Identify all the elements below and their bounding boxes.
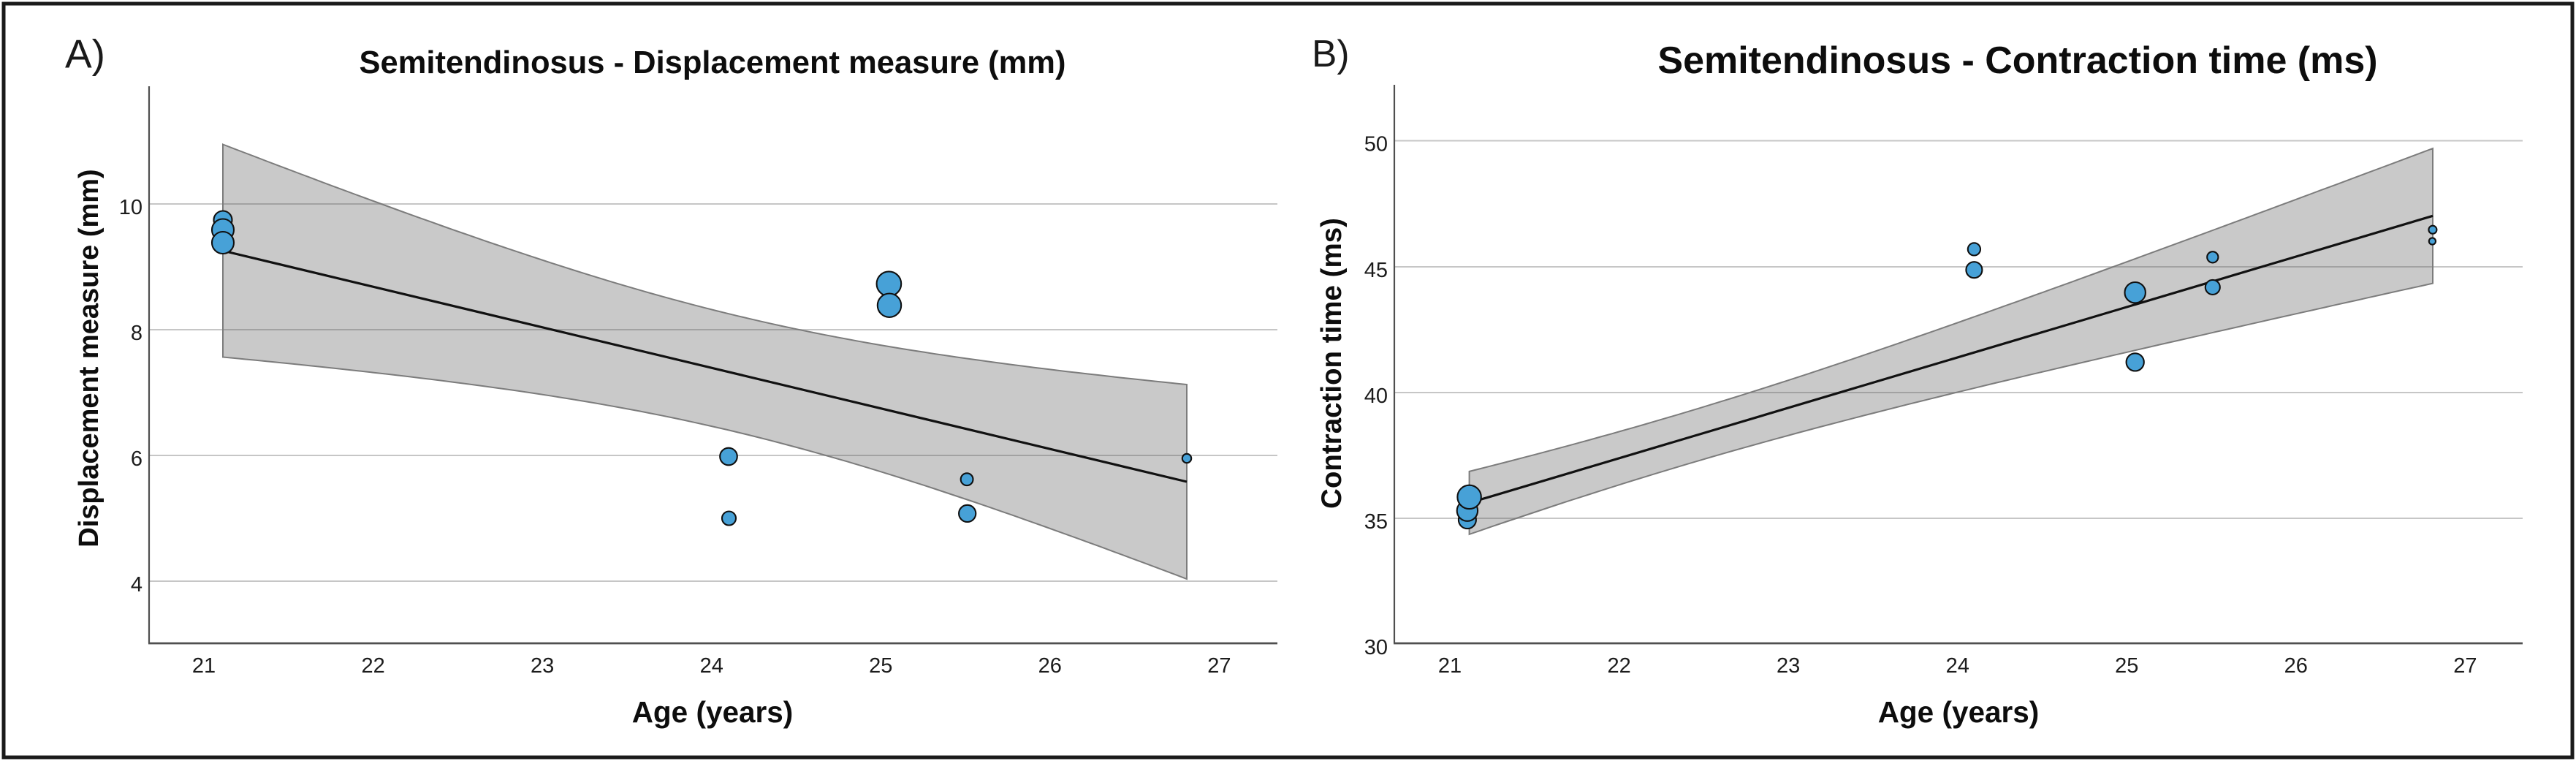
svg-text:40: 40 [1364, 385, 1388, 408]
svg-text:21: 21 [1438, 654, 1462, 678]
svg-text:24: 24 [1946, 654, 1969, 678]
svg-text:21: 21 [192, 654, 216, 678]
svg-text:10: 10 [119, 196, 143, 219]
svg-text:Contraction time (ms): Contraction time (ms) [1316, 218, 1348, 509]
svg-text:Age (years): Age (years) [632, 695, 794, 729]
svg-text:26: 26 [2284, 654, 2308, 678]
svg-text:25: 25 [869, 654, 892, 678]
svg-text:27: 27 [1207, 654, 1231, 678]
svg-text:8: 8 [131, 322, 143, 345]
svg-text:Displacement measure (mm): Displacement measure (mm) [74, 169, 105, 547]
svg-text:30: 30 [1364, 636, 1388, 659]
svg-text:27: 27 [2453, 654, 2477, 678]
svg-text:23: 23 [1777, 654, 1800, 678]
svg-text:6: 6 [131, 447, 143, 471]
svg-text:4: 4 [131, 573, 143, 597]
svg-text:Semitendinosus - Displacement: Semitendinosus - Displacement measure (m… [360, 45, 1066, 80]
svg-text:35: 35 [1364, 510, 1388, 534]
svg-text:24: 24 [700, 654, 723, 678]
svg-text:23: 23 [531, 654, 554, 678]
svg-text:B): B) [1312, 32, 1350, 75]
svg-text:Semitendinosus - Contraction t: Semitendinosus - Contraction time (ms) [1657, 39, 2377, 82]
svg-text:25: 25 [2115, 654, 2138, 678]
svg-text:22: 22 [1607, 654, 1630, 678]
svg-text:45: 45 [1364, 259, 1388, 282]
svg-text:22: 22 [361, 654, 384, 678]
svg-text:26: 26 [1038, 654, 1062, 678]
svg-text:50: 50 [1364, 133, 1388, 156]
svg-text:A): A) [65, 31, 105, 77]
svg-text:Age (years): Age (years) [1878, 695, 2040, 729]
